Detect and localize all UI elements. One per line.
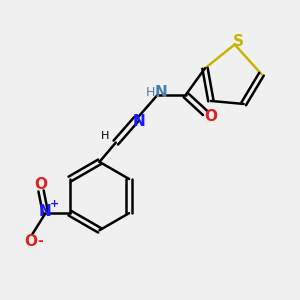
Text: O: O xyxy=(24,234,37,249)
Text: N: N xyxy=(154,85,167,100)
Text: N: N xyxy=(39,204,52,219)
Text: S: S xyxy=(233,34,244,49)
Text: O: O xyxy=(34,177,47,192)
Text: +: + xyxy=(50,199,59,208)
Text: H: H xyxy=(101,131,110,141)
Text: N: N xyxy=(133,114,146,129)
Text: H: H xyxy=(146,86,156,99)
Text: -: - xyxy=(38,234,43,248)
Text: O: O xyxy=(204,109,217,124)
